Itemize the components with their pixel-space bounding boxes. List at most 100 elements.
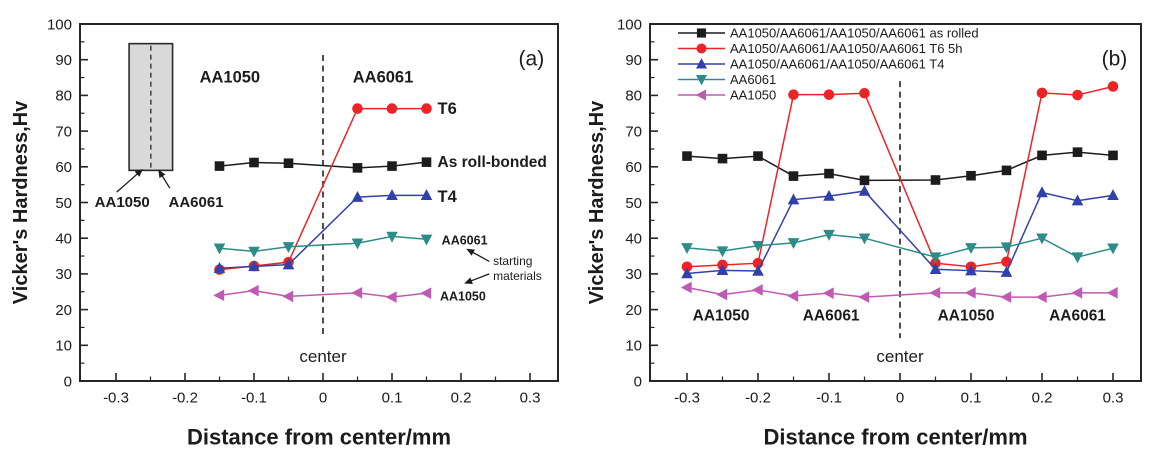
triangle-down-marker xyxy=(420,234,433,246)
series-line xyxy=(219,289,427,298)
triangle-up-marker xyxy=(1000,265,1013,277)
triangle-left-marker xyxy=(420,287,432,299)
triangle-left-marker xyxy=(1035,291,1047,303)
legend-entry-aa1050-aa6061-aa1050-aa6061-t4: AA1050/AA6061/AA1050/AA6061 T4 xyxy=(678,57,944,72)
legend-triangle-up-marker xyxy=(695,58,708,69)
triangle-left-marker xyxy=(351,287,363,299)
annotation-label: T4 xyxy=(438,188,458,206)
y-tick-label: 40 xyxy=(55,230,72,247)
square-marker xyxy=(682,151,692,161)
square-marker xyxy=(249,157,259,168)
square-marker xyxy=(283,158,294,169)
y-tick-label: 20 xyxy=(55,302,72,319)
triangle-down-marker xyxy=(386,231,398,243)
triangle-down-marker xyxy=(858,233,871,245)
x-tick-label: -0.1 xyxy=(241,389,267,406)
series-line xyxy=(219,161,427,169)
y-tick-label: 20 xyxy=(625,302,642,319)
series-aa1050 xyxy=(680,281,1118,303)
panel-label: (b) xyxy=(1102,47,1128,70)
triangle-down-marker xyxy=(681,243,693,255)
annotation-arrow xyxy=(464,273,490,284)
annotation-label: AA1050 xyxy=(938,308,995,325)
circle-marker xyxy=(1036,87,1048,99)
x-tick-label: 0.3 xyxy=(520,389,541,406)
series-line xyxy=(686,286,1113,298)
circle-marker xyxy=(1107,81,1119,92)
triangle-up-marker xyxy=(787,193,800,205)
legend: AA1050/AA6061/AA1050/AA6061 as rolledAA1… xyxy=(678,26,979,103)
y-tick-label: 100 xyxy=(47,16,72,33)
series-as-roll-bonded xyxy=(214,157,432,173)
x-tick-label: 0.1 xyxy=(961,389,982,406)
x-tick-label: -0.2 xyxy=(745,389,771,406)
x-tick-label: 0 xyxy=(896,389,904,406)
triangle-down-marker xyxy=(248,246,260,258)
circle-marker xyxy=(421,103,432,114)
square-marker xyxy=(1037,150,1047,161)
square-marker xyxy=(214,161,225,171)
y-tick-label: 80 xyxy=(625,88,642,105)
legend-label: AA1050/AA6061/AA1050/AA6061 as rolled xyxy=(730,26,979,41)
triangle-left-marker xyxy=(716,288,728,301)
x-tick-label: -0.3 xyxy=(674,389,700,406)
annotation-label: AA6061 xyxy=(803,308,860,325)
triangle-up-marker xyxy=(1107,189,1119,201)
y-tick-label: 50 xyxy=(625,195,642,212)
triangle-up-marker xyxy=(351,190,364,202)
circle-marker xyxy=(352,103,363,114)
panel-b-chart: 0 10 20 30 40 50 60 70 80 90 100 -0.3 -0.2 -0.1 0 0.1 0.… xyxy=(586,16,1142,450)
triangle-down-marker xyxy=(823,229,835,241)
square-marker xyxy=(387,161,397,171)
center-label: center xyxy=(876,347,924,366)
triangle-left-marker xyxy=(964,287,976,299)
square-marker xyxy=(788,171,799,181)
legend-circle-marker xyxy=(696,43,707,54)
series-aa1050 xyxy=(213,284,432,303)
legend-triangle-left-marker xyxy=(695,89,706,101)
x-axis-ticks: -0.3 -0.2 -0.1 0 0.1 0.2 0.3 xyxy=(103,373,540,406)
legend-entry-aa6061: AA6061 xyxy=(678,72,776,87)
square-marker xyxy=(1072,147,1083,157)
legend-entry-aa1050-aa6061-aa1050-aa6061-as-rolled: AA1050/AA6061/AA1050/AA6061 as rolled xyxy=(678,26,979,41)
triangle-left-marker xyxy=(1106,287,1118,299)
legend-entry-aa1050: AA1050 xyxy=(678,88,776,103)
triangle-left-marker xyxy=(858,291,870,303)
triangle-down-marker xyxy=(965,243,977,255)
annotation-label: AA6061 xyxy=(442,233,488,247)
triangle-down-marker xyxy=(752,240,764,252)
series-aa1050-aa6061-aa1050-aa6061-t6-5h xyxy=(681,81,1119,273)
y-tick-label: 70 xyxy=(625,123,642,140)
y-tick-label: 90 xyxy=(55,52,72,69)
y-tick-label: 40 xyxy=(625,230,642,247)
y-axis-ticks: 0 10 20 30 40 50 60 70 80 90 100 xyxy=(47,16,88,390)
triangle-left-marker xyxy=(680,281,692,294)
triangle-down-marker xyxy=(929,252,942,264)
x-axis-ticks: -0.3 -0.2 -0.1 0 0.1 0.2 0.3 xyxy=(674,373,1123,406)
stack-rect xyxy=(128,42,174,172)
annotation-label: As roll-bonded xyxy=(438,154,547,171)
triangle-left-marker xyxy=(1071,287,1083,299)
x-tick-label: -0.1 xyxy=(816,389,842,406)
legend-label: AA1050/AA6061/AA1050/AA6061 T6 5h xyxy=(730,41,963,56)
triangle-left-marker xyxy=(751,284,763,296)
y-tick-label: 60 xyxy=(55,159,72,176)
annotation-label: materials xyxy=(493,269,542,283)
series-line xyxy=(219,194,427,269)
axes xyxy=(649,23,1142,382)
square-marker xyxy=(859,175,870,186)
circle-marker xyxy=(859,87,870,99)
x-tick-label: 0 xyxy=(319,389,327,406)
square-marker xyxy=(753,151,763,161)
triangle-down-marker xyxy=(787,238,800,250)
triangle-up-marker xyxy=(1071,194,1084,206)
x-tick-label: -0.3 xyxy=(103,389,129,406)
triangle-left-marker xyxy=(787,290,799,302)
annotation-label: AA6061 xyxy=(1049,308,1106,325)
triangle-left-marker xyxy=(929,287,941,299)
triangle-down-marker xyxy=(282,242,295,253)
y-tick-label: 0 xyxy=(634,373,642,390)
series-line xyxy=(686,190,1114,275)
series-t4 xyxy=(213,189,433,273)
